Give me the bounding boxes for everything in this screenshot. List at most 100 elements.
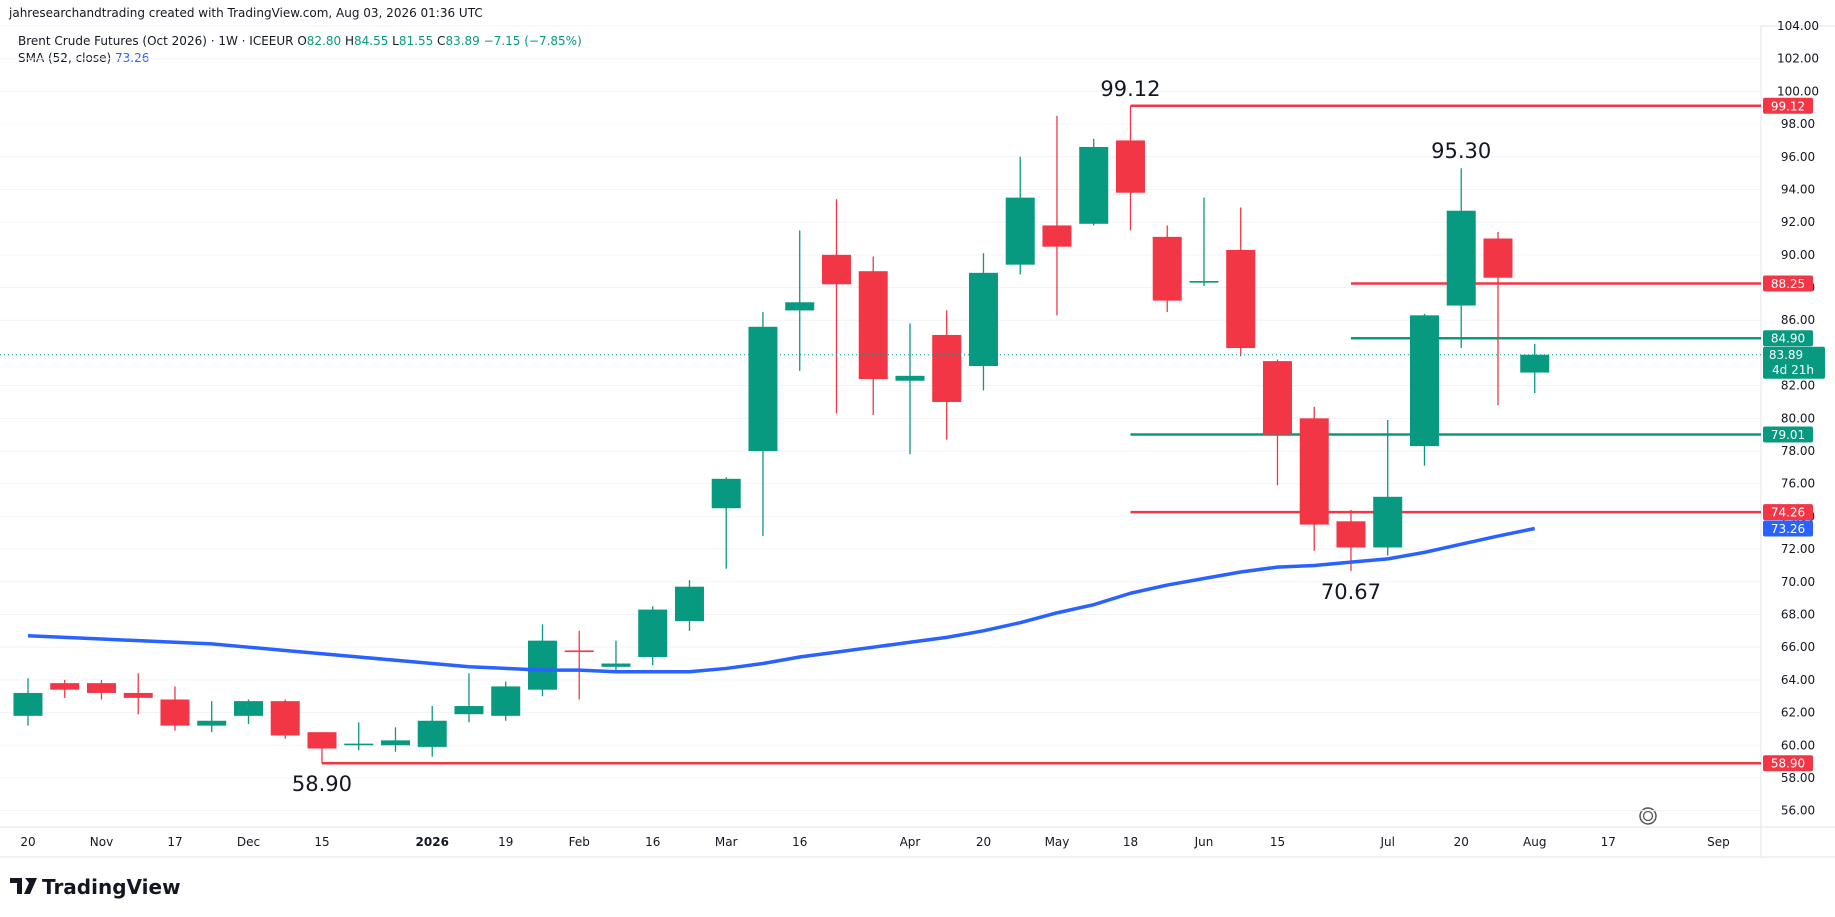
candle-body xyxy=(1042,225,1072,247)
x-tick-label: May xyxy=(1045,835,1070,849)
ohlc-value: 82.80 xyxy=(306,34,342,48)
level-badge-bg xyxy=(1763,426,1813,443)
x-tick-label: 16 xyxy=(792,835,807,849)
ohlc: O82.80 H84.55 L81.55 C83.89 xyxy=(297,34,483,48)
x-tick-label: Aug xyxy=(1523,835,1546,849)
candle-body xyxy=(491,686,521,716)
candle-body xyxy=(785,302,815,311)
candle-body xyxy=(674,586,704,622)
level-badge-bg xyxy=(1763,97,1813,114)
clock-icon xyxy=(1639,807,1657,825)
x-tick-label: 20 xyxy=(976,835,991,849)
candle-body xyxy=(50,683,80,690)
countdown: 4d 21h xyxy=(1772,363,1814,377)
x-tick-label: 19 xyxy=(498,835,513,849)
sma-badge-bg xyxy=(1763,520,1813,537)
level-badge-label: 58.90 xyxy=(1771,757,1805,771)
y-tick-label: 78.00 xyxy=(1781,444,1815,458)
candle-body xyxy=(1373,496,1403,548)
level-badge-bg xyxy=(1763,504,1813,521)
x-tick-label: Dec xyxy=(237,835,260,849)
x-tick-label: 17 xyxy=(1601,835,1616,849)
annotation: 58.90 xyxy=(292,772,352,796)
x-tick-label: 16 xyxy=(645,835,660,849)
candle-body xyxy=(417,720,447,747)
x-tick-label: Sep xyxy=(1707,835,1730,849)
candle-body xyxy=(1079,146,1109,224)
annotation: 70.67 xyxy=(1321,580,1381,604)
y-tick-label: 80.00 xyxy=(1781,411,1815,425)
candle-body xyxy=(1152,236,1182,301)
x-tick-label: Nov xyxy=(90,835,113,849)
x-tick-label: 2026 xyxy=(416,835,449,849)
y-tick-label: 56.00 xyxy=(1781,804,1815,818)
annotation: 99.12 xyxy=(1100,77,1160,101)
candle-body xyxy=(1226,249,1256,349)
sma-line xyxy=(27,526,1536,674)
candle-body xyxy=(344,743,374,746)
price-badge-bg xyxy=(1763,346,1825,379)
x-tick-label: Jun xyxy=(1194,835,1214,849)
candle-body xyxy=(527,640,557,690)
candle-body xyxy=(1189,281,1219,283)
ohlc-key: O xyxy=(297,34,307,48)
candle-body xyxy=(932,334,962,402)
level-badge-bg xyxy=(1763,330,1813,347)
y-tick-label: 98.00 xyxy=(1781,117,1815,131)
candle-body xyxy=(13,692,43,716)
legend-sma: SMA (52, close) 73.26 xyxy=(18,51,149,65)
candle-body xyxy=(1520,354,1550,373)
candle-body xyxy=(1262,361,1292,435)
brand: TradingView xyxy=(42,875,181,899)
y-tick-label: 96.00 xyxy=(1781,150,1815,164)
candle-body xyxy=(1115,140,1145,193)
ohlc-key: H xyxy=(344,34,354,48)
candle-body xyxy=(968,272,998,367)
y-tick-label: 66.00 xyxy=(1781,640,1815,654)
candle-body xyxy=(748,326,778,452)
candle-body xyxy=(380,740,410,746)
y-tick-label: 104.00 xyxy=(1777,19,1819,33)
candle-body xyxy=(197,720,227,726)
y-tick-label: 76.00 xyxy=(1781,477,1815,491)
x-tick-label: 18 xyxy=(1123,835,1138,849)
y-tick-label: 92.00 xyxy=(1781,215,1815,229)
x-tick-label: Feb xyxy=(569,835,590,849)
candle-body xyxy=(638,609,668,657)
y-tick-label: 60.00 xyxy=(1781,738,1815,752)
candle-body xyxy=(1483,238,1513,278)
legend-main: Brent Crude Futures (Oct 2026) · 1W · IC… xyxy=(18,34,582,48)
symbol: Brent Crude Futures (Oct 2026) · 1W · IC… xyxy=(18,34,294,48)
y-tick-label: 68.00 xyxy=(1781,607,1815,621)
candle-body xyxy=(233,701,263,716)
candle-body xyxy=(601,663,631,667)
x-tick-label: Mar xyxy=(715,835,738,849)
price-axis: 56.00 58.00 60.00 62.00 64.00 66.00 68.00 70.00… xyxy=(1763,19,1825,818)
candle-body xyxy=(858,271,888,380)
x-tick-label: 15 xyxy=(1270,835,1285,849)
level-badge-label: 88.25 xyxy=(1771,277,1805,291)
x-tick-label: Jul xyxy=(1379,835,1394,849)
annotation: 95.30 xyxy=(1431,139,1491,163)
sma-badge-label: 73.26 xyxy=(1771,522,1805,536)
ohlc-value: 84.55 xyxy=(353,34,389,48)
sma-name: SMA (52, close) xyxy=(18,51,112,65)
y-tick-label: 58.00 xyxy=(1781,771,1815,785)
candle-body xyxy=(160,699,190,726)
candle-body xyxy=(1336,521,1366,548)
candle-body xyxy=(564,650,594,653)
y-tick-label: 94.00 xyxy=(1781,182,1815,196)
candle-body xyxy=(307,732,337,749)
y-tick-label: 62.00 xyxy=(1781,706,1815,720)
x-tick-label: 20 xyxy=(20,835,35,849)
header: jahresearchandtrading created with Tradi… xyxy=(9,6,483,20)
y-tick-label: 72.00 xyxy=(1781,542,1815,556)
y-tick-label: 82.00 xyxy=(1781,379,1815,393)
price-badge-label: 83.89 xyxy=(1769,348,1803,362)
level-badge-bg xyxy=(1763,755,1813,772)
candle-body xyxy=(1005,197,1035,265)
ohlc-value: 83.89 xyxy=(445,34,480,48)
x-tick-label: 17 xyxy=(167,835,182,849)
